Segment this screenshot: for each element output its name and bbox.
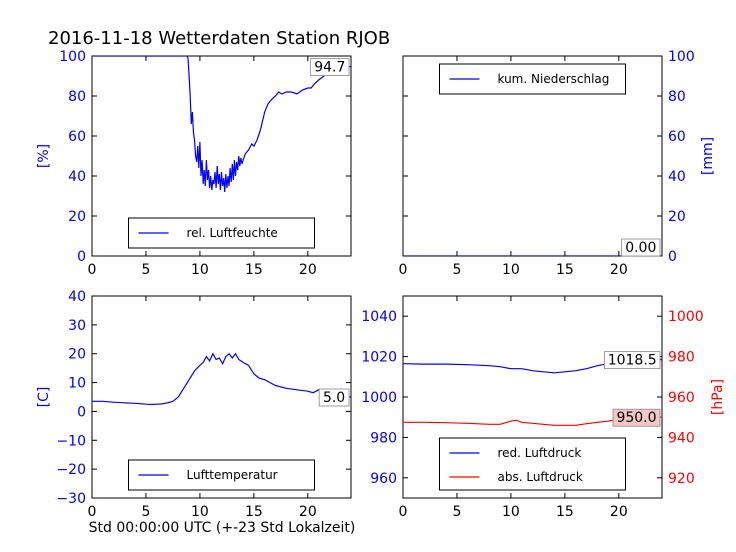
x-tick-label: 10: [502, 504, 520, 520]
x-tick-label: 0: [88, 262, 97, 278]
y-tick-label: 10: [68, 376, 86, 392]
y-axis-label: [%]: [36, 144, 52, 168]
y-tick-label: 40: [68, 289, 86, 305]
last-value-label-box: [604, 351, 661, 370]
x-tick-label: 0: [399, 262, 408, 278]
last-value-label-2: 950.0: [616, 410, 656, 426]
x-tick-label: 20: [299, 504, 317, 520]
y2-tick-label: 940: [668, 430, 695, 446]
y-tick-label: 1040: [361, 309, 397, 325]
x-tick-label: 10: [502, 262, 520, 278]
legend-label: red. Luftdruck: [498, 446, 582, 460]
x-tick-label: 10: [191, 504, 209, 520]
legend-label: abs. Luftdruck: [498, 470, 583, 484]
last-value-label-box: [318, 388, 350, 407]
y2-tick-label: 1000: [668, 309, 704, 325]
y-tick-label: 1020: [361, 350, 397, 366]
y-tick-label: 100: [668, 49, 695, 65]
x-tick-label: 15: [556, 504, 574, 520]
figure-xlabel: Std 00:00:00 UTC (+-23 Std Lokalzeit): [89, 520, 356, 536]
x-tick-label: 20: [299, 262, 317, 278]
x-tick-label: 15: [245, 262, 263, 278]
y2-tick-label: 920: [668, 471, 695, 487]
y-tick-label: −30: [56, 491, 86, 507]
y-tick-label: 0: [77, 249, 86, 265]
x-tick-label: 5: [452, 504, 461, 520]
y-tick-label: 1000: [361, 390, 397, 406]
x-tick-label: 5: [141, 504, 150, 520]
x-tick-label: 0: [399, 504, 408, 520]
legend-label: rel. Luftfeuchte: [187, 226, 278, 240]
y-tick-label: 960: [370, 471, 397, 487]
panel-bottom-left: 0 5 10 15 20 −30 −20 −10 0 10 20 30 40 [C] 5.0 Lufttemp…: [36, 289, 352, 520]
x-tick-label: 20: [610, 262, 628, 278]
x-tick-label: 5: [141, 262, 150, 278]
y-tick-label: 40: [668, 169, 686, 185]
y-tick-label: 100: [59, 49, 86, 65]
y-tick-label: 20: [668, 209, 686, 225]
y-axis-label: [C]: [36, 387, 52, 408]
y-tick-label: −20: [56, 462, 86, 478]
legend-label: kum. Niederschlag: [498, 72, 610, 86]
panel-top-right: 0 5 10 15 20 0 20 40 60 80 100 [mm] 0.00 kum. Nieders…: [399, 49, 716, 278]
legend-box: [439, 437, 626, 491]
last-value-label-2-box: [612, 408, 661, 427]
series-line-lufttemperatur: [92, 352, 351, 406]
y-tick-label: 80: [668, 89, 686, 105]
y-tick-label: 80: [68, 89, 86, 105]
y-tick-label: −10: [56, 433, 86, 449]
y-tick-label: 0: [668, 249, 677, 265]
plot-frame: [91, 55, 352, 257]
y2-tick-label: 960: [668, 390, 695, 406]
y-tick-label: 0: [77, 404, 86, 420]
last-value-label: 1018.5: [608, 353, 657, 369]
figure-title: 2016-11-18 Wetterdaten Station RJOB: [48, 28, 390, 49]
legend-label: Lufttemperatur: [187, 468, 278, 482]
x-tick-label: 15: [556, 262, 574, 278]
y-tick-label: 20: [68, 347, 86, 363]
y-axis-label: [mm]: [700, 137, 716, 175]
x-tick-label: 20: [610, 504, 628, 520]
y2-tick-label: 980: [668, 350, 695, 366]
last-value-label: 0.00: [625, 240, 656, 256]
y-tick-label: 20: [68, 209, 86, 225]
y-tick-label: 30: [68, 318, 86, 334]
x-tick-label: 15: [245, 504, 263, 520]
y-tick-label: 980: [370, 430, 397, 446]
last-value-label: 94.7: [314, 60, 345, 76]
x-tick-label: 5: [452, 262, 461, 278]
panel-top-left: 0 5 10 15 20 0 20 40 60 80 100 [%] 94.7 rel. Luftfeuc…: [36, 49, 352, 278]
y-tick-label: 60: [68, 129, 86, 145]
last-value-label-box: [621, 238, 661, 257]
y2-axis-label: [hPa]: [710, 379, 726, 415]
y-tick-label: 40: [68, 169, 86, 185]
last-value-label: 5.0: [323, 390, 345, 406]
x-tick-label: 10: [191, 262, 209, 278]
series-line-rel-luftfeuchte: [92, 56, 351, 193]
panel-bottom-right: 0 5 10 15 20 960 980 1000 1020 1040 920 940 960 980 10…: [361, 295, 726, 520]
x-tick-label: 0: [88, 504, 97, 520]
y-tick-label: 60: [668, 129, 686, 145]
last-value-label-box: [310, 58, 350, 76]
